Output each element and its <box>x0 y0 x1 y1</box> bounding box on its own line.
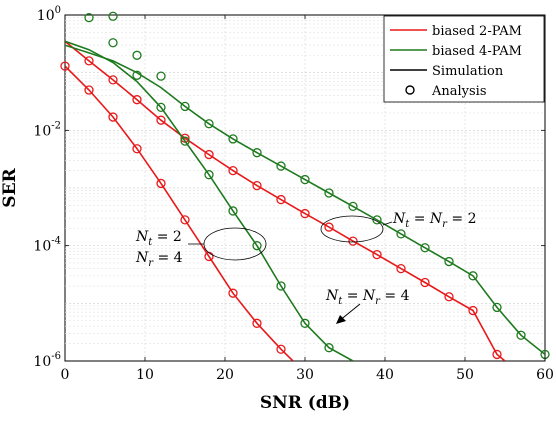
analysis-marker <box>108 75 118 85</box>
analysis-marker <box>156 115 166 125</box>
analysis-marker <box>444 256 454 267</box>
series-layer <box>60 11 550 361</box>
analysis-marker <box>252 318 262 328</box>
annotation-nt-nr-4: Nt = Nr = 4 <box>325 288 410 324</box>
analysis-marker <box>156 178 166 189</box>
analysis-marker <box>252 180 262 191</box>
analysis-marker <box>492 302 502 313</box>
analysis-marker <box>228 206 238 216</box>
legend-swatch-analysis <box>405 85 415 95</box>
analysis-marker <box>132 95 142 105</box>
analysis-marker <box>468 271 478 281</box>
analysis-marker <box>348 236 358 246</box>
legend-label-analysis: Analysis <box>431 84 487 99</box>
series-line-4-PAM-2 <box>65 40 354 361</box>
analysis-marker <box>108 112 118 122</box>
analysis-marker <box>372 249 382 260</box>
x-axis-title: SNR (dB) <box>260 393 350 413</box>
legend-label-simulation: Simulation <box>432 64 504 79</box>
annotation-arrow-head <box>336 315 346 324</box>
analysis-marker <box>84 12 94 23</box>
analysis-marker <box>252 241 262 251</box>
analysis-marker <box>324 188 334 198</box>
analysis-marker <box>84 85 94 95</box>
analysis-marker <box>84 56 94 66</box>
analysis-marker <box>204 170 214 180</box>
annotation-nt-nr-2: Nt = Nr = 2 <box>320 211 477 243</box>
analysis-marker <box>276 281 286 291</box>
analysis-marker <box>300 318 310 328</box>
analysis-marker <box>396 263 406 274</box>
annotation-connector-right <box>382 221 393 226</box>
analysis-marker <box>156 102 166 113</box>
legend-label-4pam: biased 4-PAM <box>432 44 522 59</box>
series-line-4-PAM-3 <box>65 44 545 356</box>
annotation-ellipse-right <box>320 215 384 243</box>
analysis-marker <box>204 119 214 129</box>
analysis-marker <box>180 101 190 112</box>
y-tick-label: 10-4 <box>33 236 61 255</box>
y-axis-title: SER <box>0 167 20 207</box>
legend: biased 2-PAM biased 4-PAM Simulation Ana… <box>383 15 545 103</box>
analysis-marker <box>276 194 286 205</box>
analysis-marker <box>468 305 478 316</box>
analysis-marker <box>132 50 142 60</box>
analysis-marker <box>180 136 190 146</box>
annotation-nr4-text: Nr = 4 <box>135 250 183 269</box>
analysis-marker <box>108 11 118 21</box>
x-tick-label: 30 <box>296 367 314 383</box>
analysis-marker <box>372 215 382 225</box>
analysis-marker <box>180 215 190 225</box>
analysis-marker <box>300 208 310 219</box>
analysis-marker <box>420 243 430 253</box>
legend-label-2pam: biased 2-PAM <box>432 24 522 39</box>
x-tick-label: 40 <box>376 367 394 383</box>
analysis-marker <box>228 165 238 176</box>
annotation-nt-nr-4-text: Nt = Nr = 4 <box>325 288 410 307</box>
analysis-marker <box>324 343 334 353</box>
x-tick-label: 50 <box>456 367 474 383</box>
analysis-marker <box>276 344 286 354</box>
x-tick-label: 20 <box>216 367 234 383</box>
analysis-marker <box>228 134 238 144</box>
analysis-marker <box>420 277 430 288</box>
analysis-marker <box>132 144 142 154</box>
x-tick-label: 60 <box>536 367 554 383</box>
annotation-nt2-text: Nt = 2 <box>135 229 182 248</box>
analysis-marker <box>252 148 262 158</box>
annotation-nt2-nr4: Nt = 2 Nr = 4 <box>135 227 267 269</box>
analysis-marker <box>324 222 334 232</box>
annotation-nt-nr-2-text: Nt = Nr = 2 <box>392 211 477 230</box>
y-tick-label: 10-6 <box>33 351 61 370</box>
analysis-marker <box>444 292 454 302</box>
x-tick-label: 10 <box>136 367 154 383</box>
x-tick-label: 0 <box>61 367 70 383</box>
analysis-marker <box>516 330 526 340</box>
analysis-marker <box>348 201 358 212</box>
analysis-marker <box>276 161 286 171</box>
y-tick-label: 10-2 <box>33 120 61 139</box>
y-tick-label: 100 <box>37 5 61 24</box>
analysis-marker <box>204 149 214 160</box>
analysis-marker <box>108 38 118 48</box>
analysis-marker <box>156 71 166 81</box>
analysis-marker <box>300 174 310 185</box>
series-line-2-PAM-0 <box>65 65 294 361</box>
analysis-marker <box>396 229 406 239</box>
analysis-marker <box>60 61 70 71</box>
analysis-marker <box>228 288 238 298</box>
analysis-marker <box>492 349 502 360</box>
